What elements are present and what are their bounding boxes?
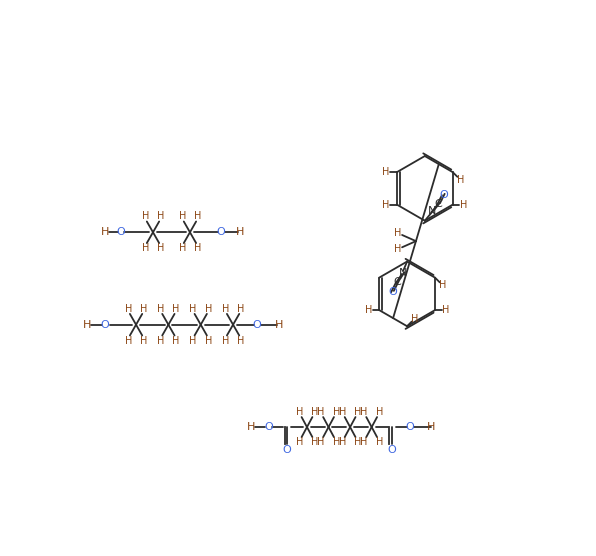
Text: H: H — [339, 408, 346, 418]
Text: H: H — [311, 408, 318, 418]
Text: H: H — [190, 336, 197, 346]
Text: H: H — [222, 336, 229, 346]
Text: H: H — [125, 304, 132, 314]
Text: C: C — [393, 277, 401, 287]
Text: H: H — [411, 314, 418, 324]
Text: N: N — [429, 206, 437, 216]
Text: H: H — [427, 422, 435, 432]
Text: H: H — [194, 211, 201, 221]
Text: H: H — [157, 244, 164, 254]
Text: N: N — [399, 268, 408, 278]
Text: H: H — [394, 244, 401, 254]
Text: H: H — [179, 244, 186, 254]
Text: C: C — [435, 199, 443, 209]
Text: H: H — [172, 304, 180, 314]
Text: H: H — [365, 305, 372, 315]
Text: H: H — [317, 436, 325, 446]
Text: H: H — [101, 227, 110, 237]
Text: H: H — [382, 167, 390, 177]
Text: H: H — [457, 175, 464, 185]
Text: H: H — [296, 436, 303, 446]
Text: H: H — [317, 408, 325, 418]
Text: H: H — [442, 305, 449, 315]
Text: H: H — [237, 336, 244, 346]
Text: H: H — [339, 436, 346, 446]
Text: H: H — [222, 304, 229, 314]
Text: H: H — [460, 200, 467, 210]
Text: H: H — [354, 436, 362, 446]
Text: H: H — [275, 320, 284, 330]
Text: H: H — [179, 211, 186, 221]
Text: H: H — [140, 304, 147, 314]
Text: H: H — [439, 280, 446, 290]
Text: H: H — [194, 244, 201, 254]
Text: H: H — [205, 336, 212, 346]
Text: H: H — [296, 408, 303, 418]
Text: H: H — [382, 200, 390, 210]
Text: H: H — [83, 320, 92, 330]
Text: H: H — [140, 336, 147, 346]
Text: H: H — [361, 436, 368, 446]
Text: H: H — [236, 227, 244, 237]
Text: O: O — [116, 227, 125, 237]
Text: H: H — [237, 304, 244, 314]
Text: H: H — [190, 304, 197, 314]
Text: H: H — [142, 211, 149, 221]
Text: H: H — [361, 408, 368, 418]
Text: H: H — [247, 422, 256, 432]
Text: O: O — [253, 320, 261, 330]
Text: H: H — [311, 436, 318, 446]
Text: O: O — [387, 445, 396, 455]
Text: O: O — [388, 286, 397, 296]
Text: O: O — [406, 422, 415, 432]
Text: H: H — [354, 408, 362, 418]
Text: H: H — [157, 336, 164, 346]
Text: H: H — [125, 336, 132, 346]
Text: O: O — [101, 320, 110, 330]
Text: H: H — [205, 304, 212, 314]
Text: H: H — [157, 211, 164, 221]
Text: H: H — [172, 336, 180, 346]
Text: O: O — [283, 445, 291, 455]
Text: H: H — [375, 436, 383, 446]
Text: H: H — [333, 436, 340, 446]
Text: H: H — [142, 244, 149, 254]
Text: H: H — [157, 304, 164, 314]
Text: O: O — [264, 422, 273, 432]
Text: H: H — [394, 229, 401, 239]
Text: O: O — [216, 227, 225, 237]
Text: H: H — [333, 408, 340, 418]
Text: O: O — [439, 190, 448, 200]
Text: H: H — [375, 408, 383, 418]
